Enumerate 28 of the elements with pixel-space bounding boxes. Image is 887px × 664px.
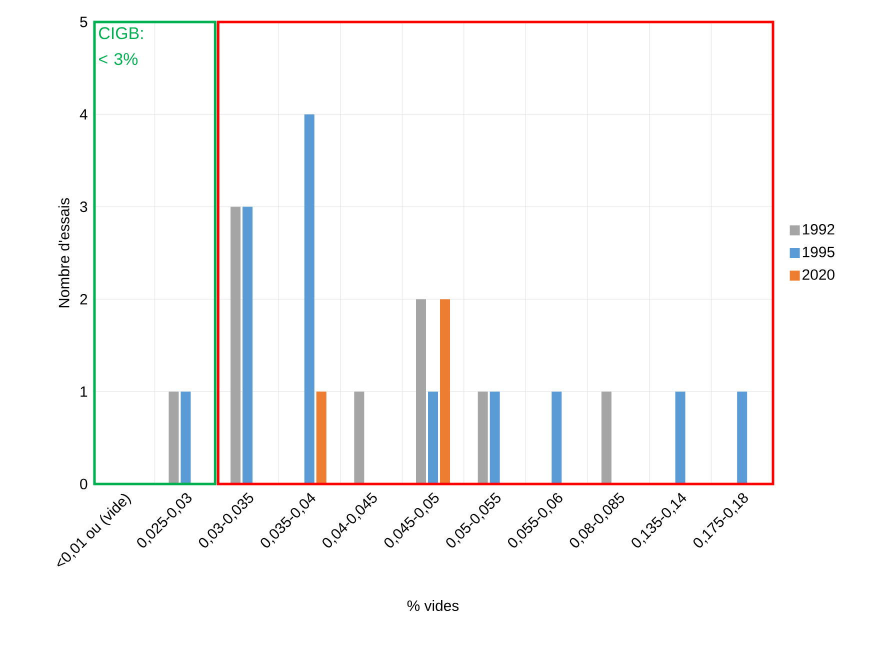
x-axis-title: % vides bbox=[407, 600, 459, 611]
bar bbox=[675, 392, 686, 484]
bar bbox=[601, 392, 612, 484]
bar bbox=[180, 392, 191, 484]
y-tick-label: 0 bbox=[80, 478, 88, 490]
bar bbox=[478, 392, 488, 484]
y-tick-label: 5 bbox=[80, 16, 88, 28]
bar bbox=[304, 114, 314, 484]
legend-label: 1992 bbox=[802, 224, 834, 235]
annotation: CIGB: < 3% bbox=[99, 27, 143, 66]
y-axis-title: Nombre d'essais bbox=[58, 198, 70, 308]
bar bbox=[168, 392, 179, 484]
bar bbox=[416, 299, 426, 484]
bar bbox=[230, 206, 241, 484]
bar bbox=[552, 392, 562, 484]
bar bbox=[316, 392, 326, 484]
legend-label: 1995 bbox=[802, 246, 834, 258]
y-tick-label: 2 bbox=[80, 294, 88, 304]
legend-label: 2020 bbox=[802, 269, 834, 280]
bar bbox=[242, 206, 253, 484]
y-tick-label: 1 bbox=[80, 386, 88, 397]
bar bbox=[354, 392, 364, 484]
bar bbox=[737, 392, 748, 484]
bar bbox=[490, 392, 500, 484]
y-tick-label: 4 bbox=[80, 109, 88, 120]
bar bbox=[440, 299, 450, 484]
bar bbox=[428, 392, 438, 484]
y-tick-label: 3 bbox=[80, 202, 88, 212]
